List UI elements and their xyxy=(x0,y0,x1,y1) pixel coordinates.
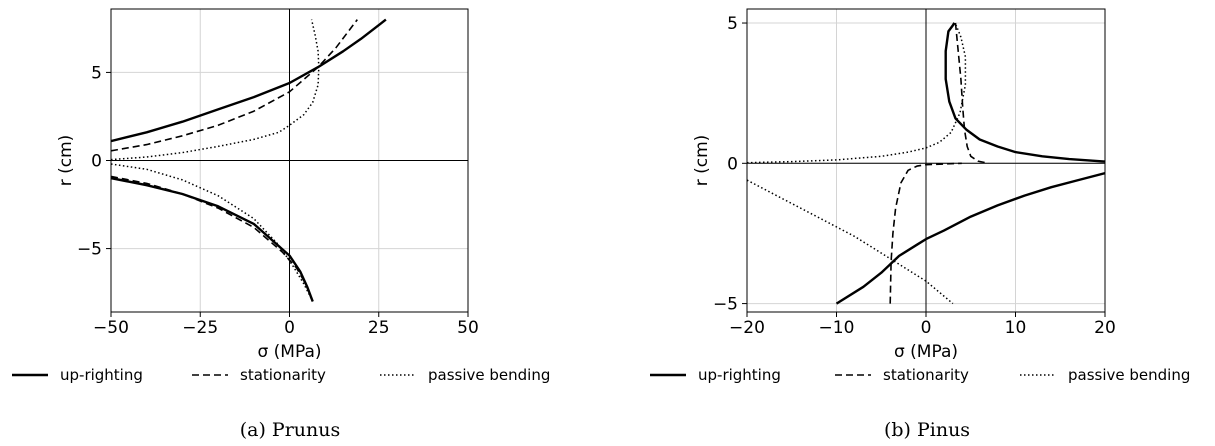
legend: up-righting stationarity passive bending xyxy=(12,366,550,384)
series-line-dashed-1 xyxy=(111,175,314,302)
legend-label: passive bending xyxy=(428,366,550,384)
series-line-solid-1 xyxy=(835,171,1105,305)
y-tick-label: 0 xyxy=(91,152,102,172)
x-tick-label: 25 xyxy=(368,318,390,338)
x-tick-label: 50 xyxy=(457,318,479,338)
series-line-dashed-1 xyxy=(889,162,962,304)
series-line-dashed-0 xyxy=(111,19,358,152)
figure-caption: (b) Pinus xyxy=(884,419,970,441)
y-axis-label: r (cm) xyxy=(692,135,712,187)
figure-caption: (a) Prunus xyxy=(240,419,341,441)
series-line-dotted-1 xyxy=(111,163,314,302)
y-tick-label: −5 xyxy=(713,295,738,315)
x-axis-label: σ (MPa) xyxy=(257,342,321,362)
series-line-solid-1 xyxy=(111,176,314,302)
series-line-dotted-1 xyxy=(747,179,954,305)
y-axis-label: r (cm) xyxy=(56,135,76,187)
x-tick-label: 20 xyxy=(1094,318,1116,338)
legend-label: up-righting xyxy=(698,366,781,384)
series-line-dotted-0 xyxy=(111,19,320,161)
legend-label: stationarity xyxy=(883,366,969,384)
series-line-solid-0 xyxy=(111,18,387,143)
y-tick-label: 5 xyxy=(727,14,738,34)
y-tick-label: −5 xyxy=(77,240,102,260)
legend: up-righting stationarity passive bending xyxy=(650,366,1190,384)
x-axis-label: σ (MPa) xyxy=(894,342,958,362)
x-tick-label: 10 xyxy=(1005,318,1027,338)
chart-panel-1: −20 −10 0 10 20 −5 0 5 σ (MPa) r (cm) up-righting s… xyxy=(650,8,1190,441)
series-line-dashed-0 xyxy=(954,22,989,165)
legend-label: stationarity xyxy=(240,366,326,384)
series-line-dotted-0 xyxy=(747,22,967,164)
x-tick-label: −50 xyxy=(93,318,129,338)
x-tick-label: 0 xyxy=(921,318,932,338)
series-line-solid-0 xyxy=(944,22,1105,163)
y-tick-label: 0 xyxy=(727,154,738,174)
x-tick-label: −10 xyxy=(819,318,855,338)
x-tick-label: −20 xyxy=(729,318,765,338)
x-tick-label: 0 xyxy=(284,318,295,338)
y-tick-label: 5 xyxy=(91,63,102,83)
x-tick-label: −25 xyxy=(182,318,218,338)
legend-label: passive bending xyxy=(1068,366,1190,384)
legend-label: up-righting xyxy=(60,366,143,384)
